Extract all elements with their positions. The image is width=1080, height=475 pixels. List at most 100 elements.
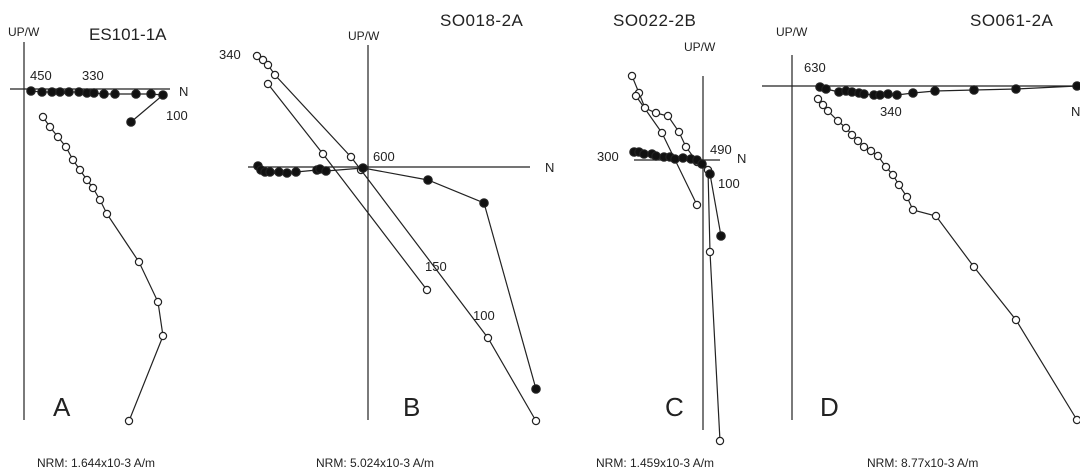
panel-b-nrm: NRM: 5.024x10-3 A/m [316, 456, 434, 470]
panel-d-vertical-point-9 [873, 151, 883, 161]
panel-b-annotation-600: 600 [373, 149, 395, 164]
panel-d-up-label: UP/W [776, 25, 808, 39]
panel-c-vertical-2-point-0 [631, 91, 641, 101]
panel-a-vertical-point-3 [61, 142, 71, 152]
panel-d-horizontal-point-13 [969, 85, 979, 95]
panel-a-horizontal-point-9 [110, 89, 120, 99]
panel-b-letter: B [403, 392, 420, 422]
panel-c-vertical-1-point-6 [681, 142, 691, 152]
panel-b-vertical-1-point-1 [258, 55, 268, 65]
panel-c-annotation-300: 300 [597, 149, 619, 164]
panel-c-title: SO022-2B [613, 11, 696, 30]
panel-d-vertical-point-10 [881, 162, 891, 172]
panel-d-horizontal-point-9 [883, 89, 893, 99]
panel-b-up-label: UP/W [348, 29, 380, 43]
panel-d-vertical-point-2 [823, 106, 833, 116]
panel-d-vertical-point-18 [1072, 415, 1080, 425]
panel-d-letter: D [820, 392, 839, 422]
panel-d-horizontal-point-14 [1011, 84, 1021, 94]
panel-a-horizontal-point-12 [158, 90, 168, 100]
panel-c-up-label: UP/W [684, 40, 716, 54]
panel-d-vertical-point-12 [894, 180, 904, 190]
panel-a-horizontal-point-1 [37, 87, 47, 97]
panel-d-vertical-point-1 [818, 100, 828, 110]
panel-c-vertical-1-point-0 [627, 71, 637, 81]
panel-d-vertical-point-14 [908, 205, 918, 215]
panel-d-horizontal-point-15 [1072, 81, 1080, 91]
panel-d-vertical-point-11 [888, 170, 898, 180]
panel-a-vertical-point-13 [124, 416, 134, 426]
panel-b-title: SO018-2A [440, 11, 524, 30]
panel-b-annotation-340: 340 [219, 47, 241, 62]
panel-d-vertical-point-5 [847, 130, 857, 140]
panel-b-horizontal-point-13 [531, 384, 541, 394]
panel-a-vertical-point-5 [75, 165, 85, 175]
panel-d-n-label: N [1071, 104, 1080, 119]
panel-b-annotation-100: 100 [473, 308, 495, 323]
panel-c-vertical-2-point-2 [692, 200, 702, 210]
panel-b-vertical-1-point-0 [252, 51, 262, 61]
panel-a-vertical-point-10 [134, 257, 144, 267]
panel-b-vertical-2-point-1 [318, 149, 328, 159]
panel-a-vertical-point-8 [95, 195, 105, 205]
panel-b-horizontal-point-11 [423, 175, 433, 185]
panel-d-vertical-point-4 [841, 123, 851, 133]
panel-c-n-label: N [737, 151, 746, 166]
panel-a-vertical-projection [42, 116, 164, 422]
panel-c-vertical-1-point-2 [640, 103, 650, 113]
panel-b-horizontal-projection [257, 165, 537, 390]
panel-b-vertical-1-point-2 [263, 60, 273, 70]
panel-d-vertical-projection [817, 98, 1078, 421]
panel-d-annotation-630: 630 [804, 60, 826, 75]
panel-c-vertical-1-point-10 [715, 436, 725, 446]
panel-b-vertical-1-point-7 [531, 416, 541, 426]
panel-c-vertical-2-point-1 [657, 128, 667, 138]
panel-a-horizontal-point-2 [47, 87, 57, 97]
panel-b-horizontal-point-12 [479, 198, 489, 208]
panel-a-n-label: N [179, 84, 188, 99]
panel-b-horizontal-point-6 [291, 167, 301, 177]
panel-a-vertical-point-9 [102, 209, 112, 219]
panel-c-vertical-1-point-9 [705, 247, 715, 257]
panel-d-vertical-point-8 [866, 146, 876, 156]
panel-d-vertical-point-3 [833, 116, 843, 126]
panel-d-title: SO061-2A [970, 11, 1054, 30]
panel-b-axes [248, 45, 530, 420]
panel-d-annotation-340: 340 [880, 104, 902, 119]
panel-a-vertical-point-4 [68, 155, 78, 165]
panel-b-annotation-150: 150 [425, 259, 447, 274]
panel-d-vertical-point-7 [859, 142, 869, 152]
panel-d-vertical-point-17 [1011, 315, 1021, 325]
panel-c-annotation-490: 490 [710, 142, 732, 157]
panel-b-vertical-2-point-0 [263, 79, 273, 89]
panel-d-horizontal-point-12 [930, 86, 940, 96]
panel-a-horizontal-point-0 [26, 86, 36, 96]
panel-a-axes [10, 42, 170, 420]
panel-b-vertical-1-point-4 [346, 152, 356, 162]
panel-a-horizontal-point-4 [64, 87, 74, 97]
panel-a-horizontal-point-3 [55, 87, 65, 97]
panel-b-n-label: N [545, 160, 554, 175]
panel-b-horizontal-point-10 [358, 163, 368, 173]
panel-d-vertical-point-15 [931, 211, 941, 221]
panel-d-nrm: NRM: 8.77x10-3 A/m [867, 456, 978, 470]
panel-c-nrm: NRM: 1.459x10-3 A/m [596, 456, 714, 470]
panel-c-vertical-1-point-5 [674, 127, 684, 137]
panel-d-horizontal-point-6 [859, 89, 869, 99]
panel-d-horizontal-point-8 [875, 90, 885, 100]
panel-d-vertical-point-16 [969, 262, 979, 272]
panel-c-horizontal-point-4 [651, 151, 661, 161]
panel-b-horizontal-point-5 [282, 168, 292, 178]
panel-b-vertical-projection-2 [267, 83, 428, 291]
panel-c-horizontal-point-7 [670, 154, 680, 164]
panel-a-vertical-point-1 [45, 122, 55, 132]
panel-c-vertical-1-point-4 [663, 111, 673, 121]
panel-a-title: ES101-1A [89, 25, 167, 44]
panel-c-vertical-1-point-3 [651, 108, 661, 118]
panel-a-up-label: UP/W [8, 25, 40, 39]
panel-a-vertical-point-2 [53, 132, 63, 142]
panel-b-horizontal-point-9 [321, 166, 331, 176]
panel-c-annotation-100: 100 [718, 176, 740, 191]
panel-d-horizontal-point-10 [892, 90, 902, 100]
